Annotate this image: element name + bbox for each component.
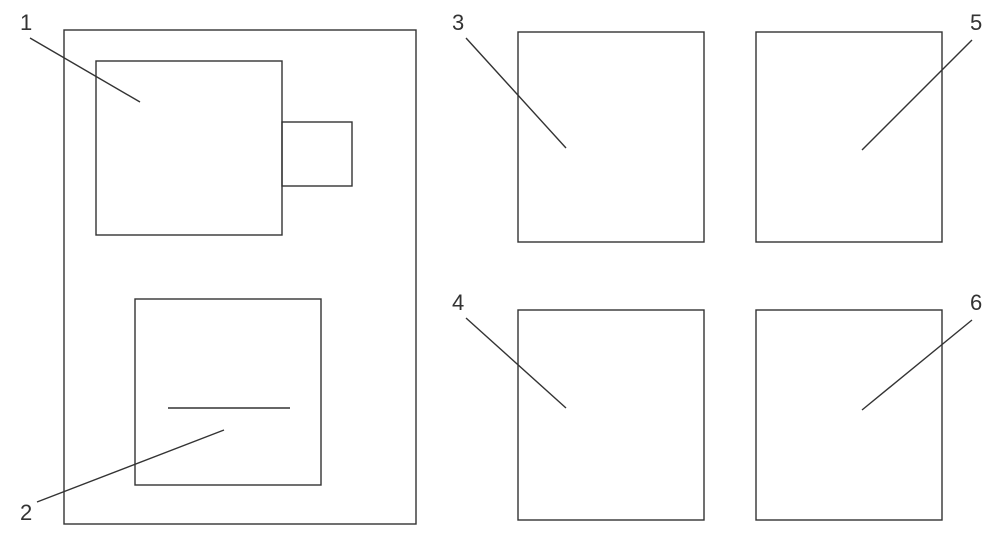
block-6 — [756, 310, 942, 520]
leader-6 — [862, 320, 972, 410]
leader-3 — [466, 38, 566, 148]
diagram-svg — [0, 0, 1000, 538]
block-5 — [756, 32, 942, 242]
label-1: 1 — [20, 10, 32, 36]
block-1-tab — [282, 122, 352, 186]
block-3 — [518, 32, 704, 242]
label-2: 2 — [20, 500, 32, 526]
label-6: 6 — [970, 290, 982, 316]
block-1 — [96, 61, 282, 235]
block-2 — [135, 299, 321, 485]
leader-4 — [466, 318, 566, 408]
leader-2 — [37, 430, 224, 502]
block-4 — [518, 310, 704, 520]
leader-1 — [30, 38, 140, 102]
label-5: 5 — [970, 10, 982, 36]
leader-5 — [862, 40, 972, 150]
panel-outline — [64, 30, 416, 524]
label-3: 3 — [452, 10, 464, 36]
label-4: 4 — [452, 290, 464, 316]
